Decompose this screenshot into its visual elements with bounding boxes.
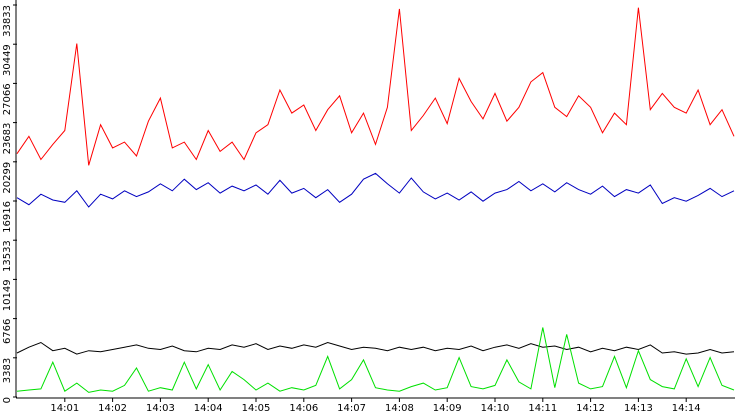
y-tick-label: 10149 <box>2 279 13 311</box>
x-tick-label: 14:04 <box>194 403 223 414</box>
x-tick-label: 14:05 <box>242 403 271 414</box>
y-tick-label: 23683 <box>2 123 13 155</box>
series-line <box>16 172 735 208</box>
x-tick-label: 14:09 <box>433 403 462 414</box>
series-line <box>16 7 735 166</box>
y-tick-label: 16916 <box>2 201 13 233</box>
x-tick-label: 14:12 <box>576 403 605 414</box>
x-tick-label: 14:07 <box>337 403 366 414</box>
y-tick-label: 6766 <box>2 319 13 344</box>
y-tick-label: 20299 <box>2 162 13 194</box>
series-line <box>16 341 735 355</box>
x-tick-label: 14:03 <box>146 403 175 414</box>
y-tick-label: 30449 <box>2 44 13 76</box>
x-tick-label: 14:10 <box>481 403 510 414</box>
x-tick-label: 14:11 <box>528 403 557 414</box>
y-tick-label: 33833 <box>2 5 13 37</box>
y-tick-label: 27066 <box>2 83 13 115</box>
x-tick-label: 14:02 <box>98 403 127 414</box>
x-tick-label: 14:14 <box>672 403 701 414</box>
y-tick-label: 0 <box>2 397 13 403</box>
x-tick-label: 14:13 <box>624 403 653 414</box>
x-tick-label: 14:08 <box>385 403 414 414</box>
y-tick-label: 3383 <box>2 358 13 383</box>
y-tick-label: 13533 <box>2 240 13 272</box>
x-tick-label: 14:01 <box>50 403 79 414</box>
series-line <box>16 327 735 393</box>
x-tick-label: 14:06 <box>289 403 318 414</box>
